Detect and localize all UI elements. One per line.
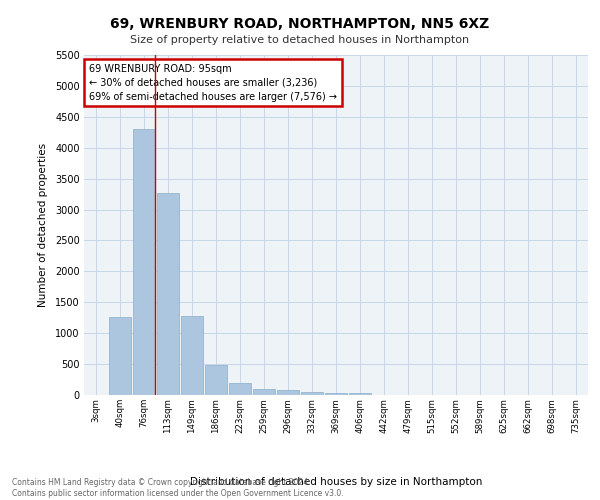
Bar [301,392,323,395]
X-axis label: Distribution of detached houses by size in Northampton: Distribution of detached houses by size … [190,477,482,487]
Bar [205,366,227,395]
Bar [349,392,371,395]
Bar [133,128,155,395]
Text: 69, WRENBURY ROAD, NORTHAMPTON, NN5 6XZ: 69, WRENBURY ROAD, NORTHAMPTON, NN5 6XZ [110,18,490,32]
Bar [229,382,251,395]
Text: Size of property relative to detached houses in Northampton: Size of property relative to detached ho… [130,35,470,45]
Bar [325,392,347,395]
Bar [157,194,179,395]
Text: 69 WRENBURY ROAD: 95sqm
← 30% of detached houses are smaller (3,236)
69% of semi: 69 WRENBURY ROAD: 95sqm ← 30% of detache… [89,64,337,102]
Bar [253,389,275,395]
Bar [181,316,203,395]
Y-axis label: Number of detached properties: Number of detached properties [38,143,48,307]
Text: Contains HM Land Registry data © Crown copyright and database right 2024.
Contai: Contains HM Land Registry data © Crown c… [12,478,344,498]
Bar [109,317,131,395]
Bar [277,390,299,395]
